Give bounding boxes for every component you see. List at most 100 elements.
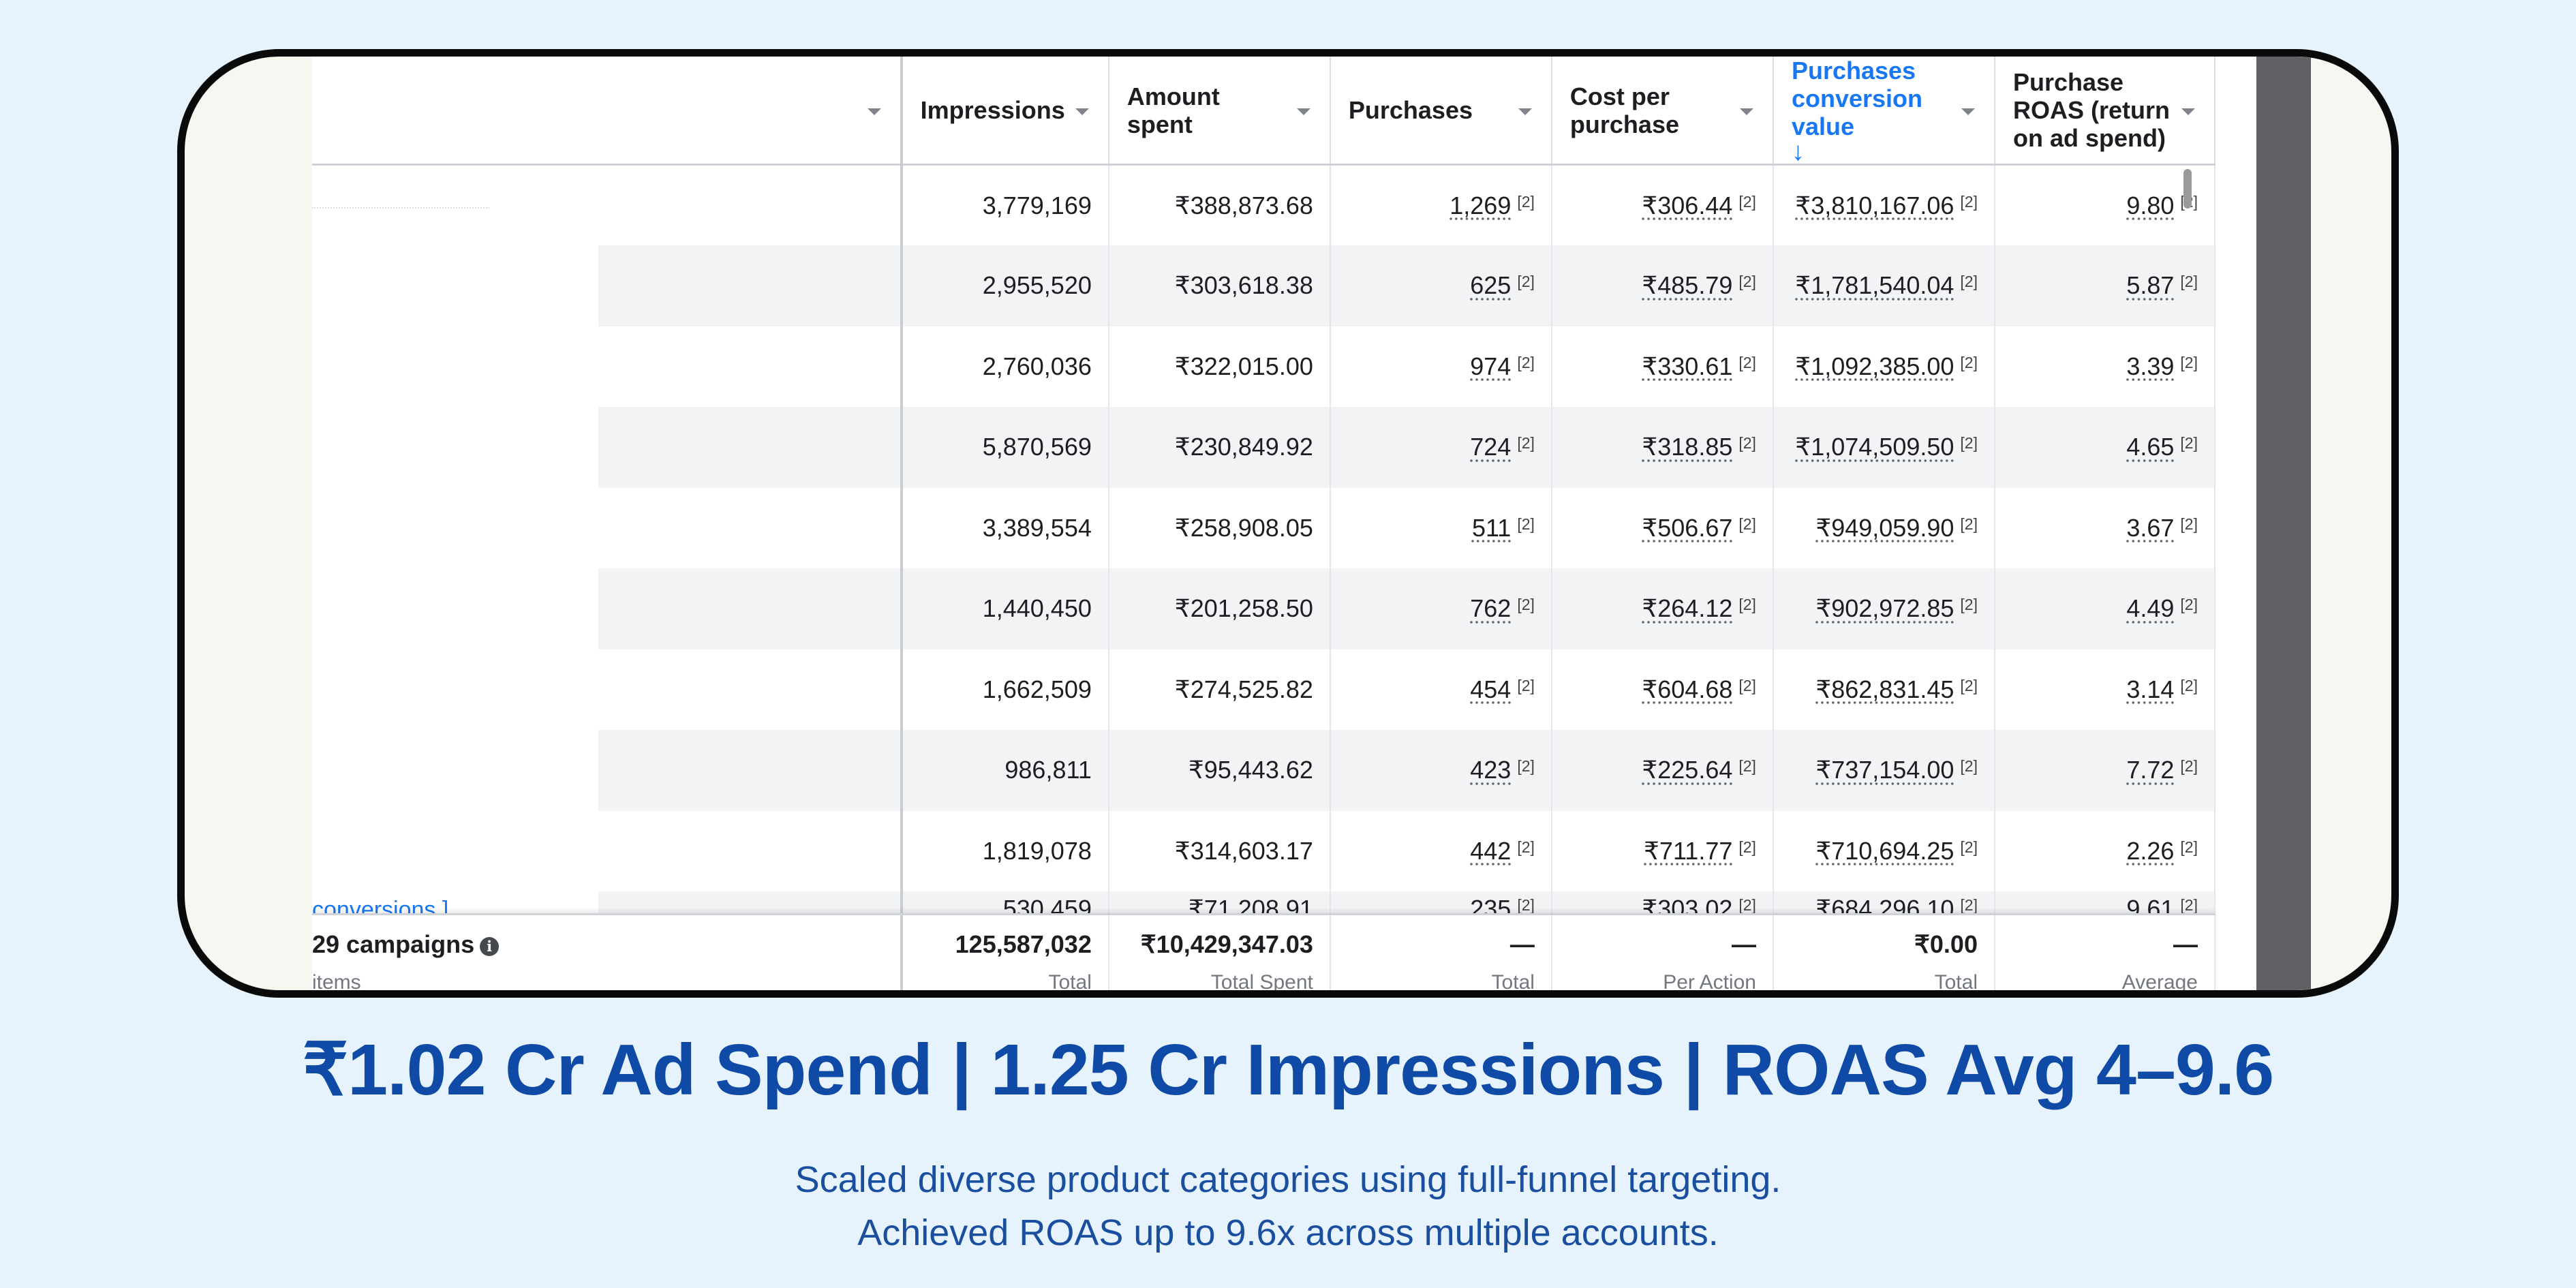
footnote-marker[interactable]: [2]	[1738, 353, 1756, 371]
metric-value-link[interactable]: ₹264.12	[1642, 594, 1733, 623]
table-row[interactable]: 3,389,554 ₹258,908.05 511 [2] ₹506.67 [2] ₹949…	[312, 487, 2216, 568]
table-row[interactable]: 2,955,520 ₹303,618.38 625 [2] ₹485.79 [2] ₹1,7…	[312, 245, 2216, 326]
chevron-down-icon[interactable]	[1961, 108, 1975, 115]
footnote-marker[interactable]: [2]	[1738, 676, 1756, 694]
metric-value-link[interactable]: 3.14	[2126, 675, 2175, 703]
metric-value-link[interactable]: ₹1,074,509.50	[1795, 433, 1954, 461]
campaign-name-cell[interactable]	[312, 326, 903, 407]
footnote-marker[interactable]: [2]	[1960, 515, 1978, 533]
campaign-name-cell[interactable]	[312, 164, 903, 245]
metric-value-link[interactable]: 5.87	[2126, 271, 2175, 300]
metric-value-link[interactable]: 3.67	[2126, 513, 2175, 542]
chevron-down-icon[interactable]	[2181, 108, 2195, 115]
footnote-marker[interactable]: [2]	[2180, 353, 2198, 371]
metric-value-link[interactable]: 511	[1471, 513, 1512, 542]
metric-value-link[interactable]: 9.80	[2126, 191, 2175, 219]
table-row[interactable]: 5,870,569 ₹230,849.92 724 [2] ₹318.85 [2] ₹1,0…	[312, 407, 2216, 488]
column-header-name[interactable]	[312, 57, 903, 166]
page-scrollbar[interactable]	[2256, 57, 2311, 990]
footnote-marker[interactable]: [2]	[1960, 273, 1978, 291]
footnote-marker[interactable]: [2]	[1738, 757, 1756, 776]
metric-value-link[interactable]: 454	[1470, 675, 1512, 703]
footnote-marker[interactable]: [2]	[2180, 838, 2198, 856]
footnote-marker[interactable]: [2]	[1517, 192, 1535, 211]
footnote-marker[interactable]: [2]	[1517, 757, 1535, 776]
metric-value-link[interactable]: 724	[1470, 433, 1512, 461]
footnote-marker[interactable]: [2]	[2180, 596, 2198, 614]
metric-value-link[interactable]: ₹3,810,167.06	[1795, 191, 1954, 219]
campaign-name-cell[interactable]	[312, 245, 903, 326]
campaign-name-cell[interactable]	[312, 649, 903, 730]
metric-value-link[interactable]: 442	[1470, 836, 1512, 865]
column-header-roas[interactable]: Purchase ROAS (return on ad spend)	[1994, 57, 2216, 166]
campaign-name-cell[interactable]	[312, 810, 903, 891]
table-row[interactable]: 2,760,036 ₹322,015.00 974 [2] ₹330.61 [2] ₹1,0…	[312, 326, 2216, 407]
metric-value-link[interactable]: 625	[1470, 271, 1512, 300]
chevron-down-icon[interactable]	[867, 108, 881, 115]
footnote-marker[interactable]: [2]	[1738, 838, 1756, 856]
footnote-marker[interactable]: [2]	[1738, 273, 1756, 291]
column-header-purchases[interactable]: Purchases	[1330, 57, 1552, 166]
campaign-name-cell[interactable]	[312, 407, 903, 488]
metric-value-link[interactable]: ₹710,694.25	[1815, 836, 1954, 865]
metric-value-link[interactable]: ₹711.77	[1644, 836, 1733, 865]
metric-value-link[interactable]: ₹485.79	[1642, 271, 1733, 300]
metric-value-link[interactable]: 7.72	[2126, 756, 2175, 784]
chevron-down-icon[interactable]	[1518, 108, 1532, 115]
footnote-marker[interactable]: [2]	[1738, 192, 1756, 211]
footnote-marker[interactable]: [2]	[1517, 596, 1535, 614]
campaign-name-cell[interactable]	[312, 568, 903, 649]
metric-value-link[interactable]: ₹902,972.85	[1815, 594, 1954, 623]
footnote-marker[interactable]: [2]	[2180, 434, 2198, 453]
column-header-amount-spent[interactable]: Amount spent	[1108, 57, 1331, 166]
metric-value-link[interactable]: ₹1,781,540.04	[1795, 271, 1954, 300]
table-row[interactable]: 3,779,169 ₹388,873.68 1,269 [2] ₹306.44 [2] ₹3…	[312, 164, 2216, 245]
metric-value-link[interactable]: 1,269	[1450, 191, 1512, 219]
footnote-marker[interactable]: [2]	[1517, 273, 1535, 291]
info-icon[interactable]: i	[480, 937, 500, 956]
footnote-marker[interactable]: [2]	[2180, 896, 2198, 914]
chevron-down-icon[interactable]	[1739, 108, 1753, 115]
footnote-marker[interactable]: [2]	[1517, 896, 1535, 914]
metric-value-link[interactable]: ₹506.67	[1642, 513, 1733, 542]
metric-value-link[interactable]: ₹306.44	[1642, 191, 1733, 219]
footnote-marker[interactable]: [2]	[1517, 434, 1535, 453]
footnote-marker[interactable]: [2]	[1738, 896, 1756, 914]
footnote-marker[interactable]: [2]	[2180, 515, 2198, 533]
footnote-marker[interactable]: [2]	[1960, 676, 1978, 694]
metric-value-link[interactable]: ₹949,059.90	[1815, 513, 1954, 542]
metric-value-link[interactable]: ₹330.61	[1642, 352, 1733, 380]
table-row[interactable]: 1,440,450 ₹201,258.50 762 [2] ₹264.12 [2] ₹902…	[312, 568, 2216, 649]
footnote-marker[interactable]: [2]	[1517, 353, 1535, 371]
footnote-marker[interactable]: [2]	[1517, 515, 1535, 533]
chevron-down-icon[interactable]	[1075, 108, 1089, 115]
footnote-marker[interactable]: [2]	[2180, 757, 2198, 776]
metric-value-link[interactable]: ₹604.68	[1642, 675, 1733, 703]
table-scrollbar-thumb[interactable]	[2183, 169, 2192, 209]
metric-value-link[interactable]: ₹225.64	[1642, 756, 1733, 784]
metric-value-link[interactable]: 974	[1470, 352, 1512, 380]
footnote-marker[interactable]: [2]	[1960, 434, 1978, 453]
footnote-marker[interactable]: [2]	[2180, 273, 2198, 291]
footnote-marker[interactable]: [2]	[1960, 353, 1978, 371]
footnote-marker[interactable]: [2]	[1738, 434, 1756, 453]
footnote-marker[interactable]: [2]	[2180, 676, 2198, 694]
table-row[interactable]: 1,819,078 ₹314,603.17 442 [2] ₹711.77 [2] ₹710…	[312, 810, 2216, 891]
metric-value-link[interactable]: 4.65	[2126, 433, 2175, 461]
column-header-conversion-value[interactable]: Purchases conversion value ↓	[1773, 57, 1995, 166]
footnote-marker[interactable]: [2]	[1517, 676, 1535, 694]
metric-value-link[interactable]: 2.26	[2126, 836, 2175, 865]
footnote-marker[interactable]: [2]	[1960, 757, 1978, 776]
footnote-marker[interactable]: [2]	[1960, 838, 1978, 856]
metric-value-link[interactable]: ₹862,831.45	[1815, 675, 1954, 703]
metric-value-link[interactable]: 4.49	[2126, 594, 2175, 623]
metric-value-link[interactable]: ₹737,154.00	[1815, 756, 1954, 784]
table-row[interactable]: 986,811 ₹95,443.62 423 [2] ₹225.64 [2] ₹737,15…	[312, 730, 2216, 811]
campaign-name-cell[interactable]	[312, 730, 903, 811]
footnote-marker[interactable]: [2]	[1960, 596, 1978, 614]
footnote-marker[interactable]: [2]	[1960, 896, 1978, 914]
metric-value-link[interactable]: 3.39	[2126, 352, 2175, 380]
campaign-name-cell[interactable]	[312, 487, 903, 568]
metric-value-link[interactable]: ₹318.85	[1642, 433, 1733, 461]
footnote-marker[interactable]: [2]	[1738, 515, 1756, 533]
